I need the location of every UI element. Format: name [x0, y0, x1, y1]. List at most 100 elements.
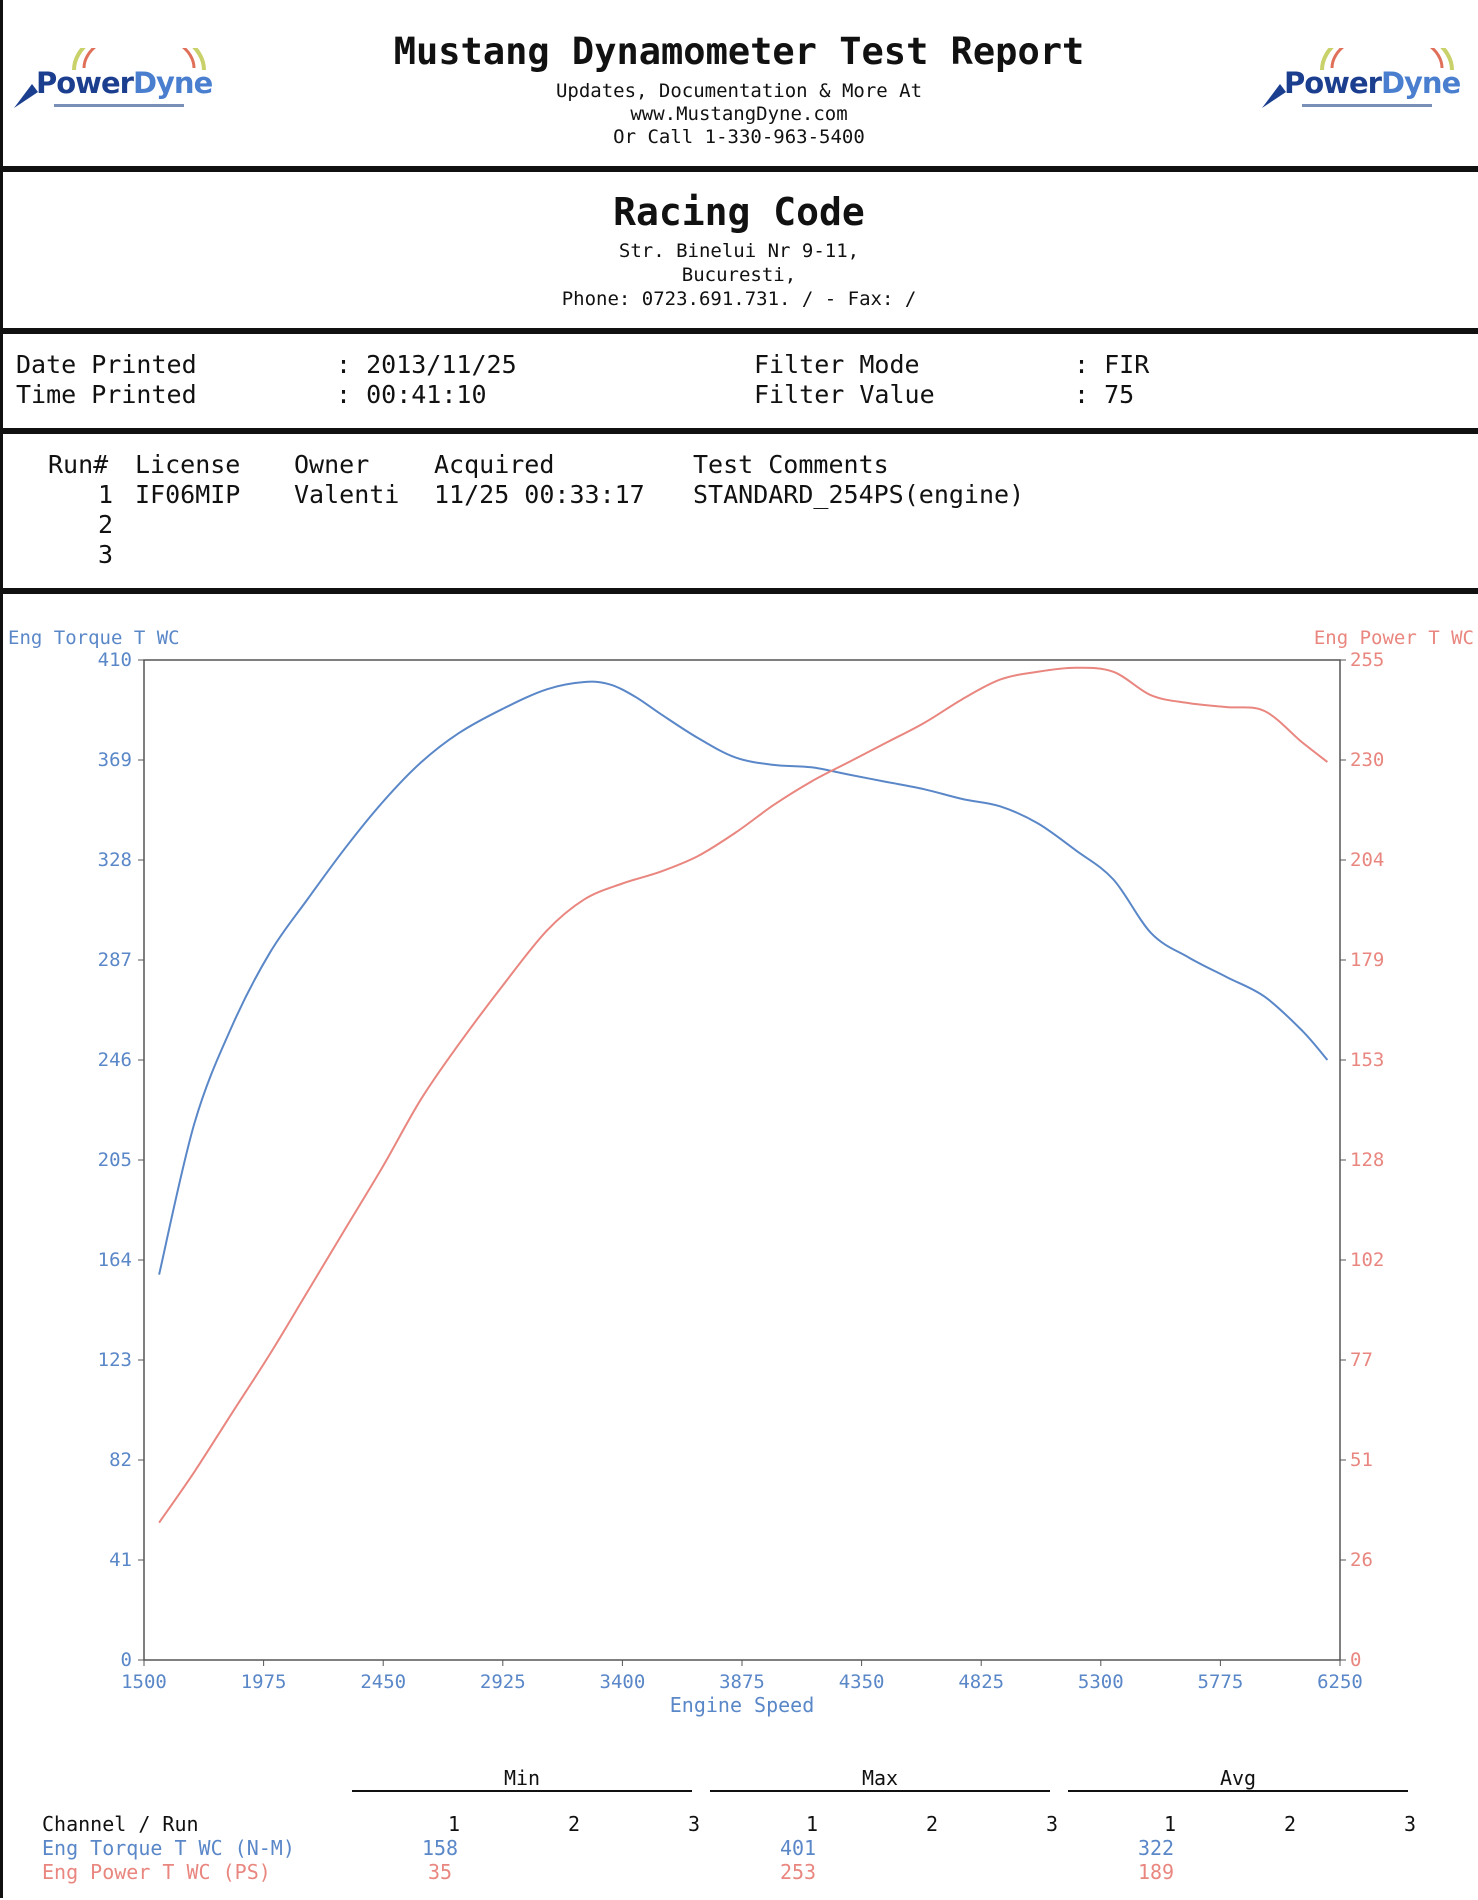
- y-right-axis-title: Eng Power T WC: [1314, 627, 1474, 649]
- x-tick-label: 4825: [958, 1671, 1004, 1693]
- y-right-tick-label: 0: [1350, 1649, 1361, 1671]
- shop-address-1: Str. Binelui Nr 9-11,: [618, 240, 860, 262]
- stats-run-number: 2: [925, 1812, 939, 1836]
- dyno-chart: 0 41 82 123 164 205 246 287 328 369 410 0 26 51 77 102 1…: [8, 627, 1474, 1717]
- y-right-tick-label: 51: [1350, 1449, 1373, 1471]
- y-right-tick-label: 230: [1350, 749, 1384, 771]
- stats-run-number: 1: [1163, 1812, 1177, 1836]
- stats-run-number: 2: [567, 1812, 581, 1836]
- filter-mode-value: : FIR: [1074, 350, 1150, 379]
- y-right-tick-label: 255: [1350, 649, 1384, 671]
- y-right-tick-label: 77: [1350, 1349, 1373, 1371]
- time-printed-label: Time Printed: [16, 380, 197, 409]
- powerdyne-logo-left: PowerDyne: [14, 48, 214, 118]
- filter-value-label: Filter Value: [754, 380, 935, 409]
- logo-arc-icon: [14, 48, 206, 108]
- x-tick-label: 2925: [480, 1671, 526, 1693]
- x-tick-label: 5775: [1198, 1671, 1244, 1693]
- y-left-tick-label: 41: [109, 1549, 132, 1571]
- stats-torque-max: 401: [779, 1836, 817, 1860]
- x-tick-label: 1975: [241, 1671, 287, 1693]
- stats-torque-avg: 322: [1137, 1836, 1175, 1860]
- stats-channel-torque: Eng Torque T WC (N-M): [42, 1836, 295, 1860]
- stats-group-avg: Avg: [1219, 1766, 1257, 1790]
- y-right-tick-label: 204: [1350, 849, 1384, 871]
- y-right-tick-label: 102: [1350, 1249, 1384, 1271]
- plot-area-frame: [143, 659, 1341, 1661]
- y-left-tick-label: 369: [98, 749, 132, 771]
- divider: [0, 166, 1478, 172]
- y-left-tick-label: 0: [121, 1649, 132, 1671]
- y-left-tick-label: 410: [98, 649, 132, 671]
- runs-header-license: License: [135, 450, 241, 479]
- x-tick-label: 2450: [360, 1671, 406, 1693]
- header-updates-line: Updates, Documentation & More At: [555, 80, 923, 102]
- report-title: Mustang Dynamometer Test Report: [393, 30, 1085, 73]
- powerdyne-logo-right: PowerDyne: [1262, 48, 1462, 118]
- stats-group-underline: [710, 1790, 1050, 1792]
- stats-run-number: 3: [687, 1812, 701, 1836]
- y-left-tick-label: 164: [98, 1249, 132, 1271]
- header-website: www.MustangDyne.com: [630, 103, 848, 125]
- run-license: IF06MIP: [135, 480, 241, 509]
- stats-run-number: 2: [1283, 1812, 1297, 1836]
- y-left-tick-label: 123: [98, 1349, 132, 1371]
- run-acquired: 11/25 00:33:17: [434, 480, 645, 509]
- logo-tagline-bar: [1302, 104, 1432, 107]
- x-tick-label: 1500: [121, 1671, 167, 1693]
- time-printed-value: : 00:41:10: [336, 380, 487, 409]
- y-right-tick-label: 128: [1350, 1149, 1384, 1171]
- runs-header-acquired: Acquired: [434, 450, 555, 479]
- stats-group-max: Max: [861, 1766, 899, 1790]
- y-left-tick-label: 205: [98, 1149, 132, 1171]
- stats-torque-min: 158: [421, 1836, 459, 1860]
- stats-group-underline: [1068, 1790, 1408, 1792]
- filter-value-value: : 75: [1074, 380, 1135, 409]
- stats-power-max: 253: [779, 1860, 817, 1884]
- stats-run-number: 1: [805, 1812, 819, 1836]
- stats-power-avg: 189: [1137, 1860, 1175, 1884]
- y-left-tick-label: 287: [98, 949, 132, 971]
- run-owner: Valenti: [294, 480, 400, 509]
- y-right-tick-label: 26: [1350, 1549, 1373, 1571]
- y-left-axis-title: Eng Torque T WC: [8, 627, 180, 649]
- stats-channel-power: Eng Power T WC (PS): [42, 1860, 271, 1884]
- stats-run-number: 3: [1403, 1812, 1417, 1836]
- logo-tagline-bar: [54, 104, 184, 107]
- divider: [0, 428, 1478, 434]
- date-printed-value: : 2013/11/25: [336, 350, 517, 379]
- stats-group-min: Min: [503, 1766, 541, 1790]
- y-right-tick-label: 179: [1350, 949, 1384, 971]
- stats-power-min: 35: [427, 1860, 453, 1884]
- stats-channel-header: Channel / Run: [42, 1812, 199, 1836]
- run-comment: STANDARD_254PS(engine): [693, 480, 1025, 509]
- stats-run-number: 3: [1045, 1812, 1059, 1836]
- x-axis-title: Engine Speed: [670, 1693, 815, 1717]
- y-left-tick-label: 328: [98, 849, 132, 871]
- power-series-line: [158, 666, 1329, 1524]
- run-number: 2: [98, 510, 114, 539]
- run-number: 3: [98, 540, 114, 569]
- runs-header-owner: Owner: [294, 450, 370, 479]
- torque-series-line: [158, 680, 1329, 1275]
- divider: [0, 588, 1478, 594]
- logo-arc-icon: [1262, 48, 1454, 108]
- y-right-tick-label: 153: [1350, 1049, 1384, 1071]
- x-tick-label: 3400: [600, 1671, 646, 1693]
- x-tick-label: 3875: [719, 1671, 765, 1693]
- stats-group-underline: [352, 1790, 692, 1792]
- y-left-tick-label: 246: [98, 1049, 132, 1071]
- shop-phone-fax: Phone: 0723.691.731. / - Fax: /: [561, 288, 917, 310]
- runs-header-run: Run#: [48, 450, 109, 479]
- logo-wordmark: PowerDyne: [36, 66, 213, 100]
- date-printed-label: Date Printed: [16, 350, 197, 379]
- filter-mode-label: Filter Mode: [754, 350, 920, 379]
- runs-header-comments: Test Comments: [693, 450, 889, 479]
- logo-wordmark: PowerDyne: [1284, 66, 1461, 100]
- shop-name: Racing Code: [613, 190, 865, 234]
- header-phone: Or Call 1-330-963-5400: [613, 126, 865, 148]
- divider: [0, 328, 1478, 334]
- stats-run-number: 1: [447, 1812, 461, 1836]
- y-left-tick-label: 82: [109, 1449, 132, 1471]
